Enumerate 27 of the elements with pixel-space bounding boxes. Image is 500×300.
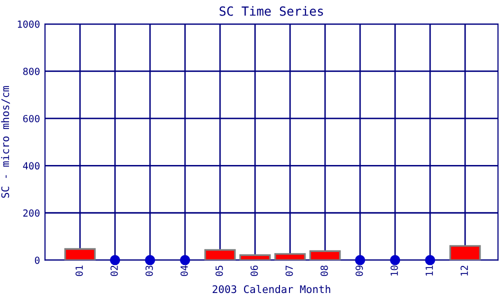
x-tick-label: 02 [110, 266, 118, 276]
x-tick-label: 08 [320, 266, 328, 276]
x-tick-label: 11 [426, 266, 433, 276]
x-tick-label: 12 [460, 266, 468, 276]
bar [449, 245, 481, 260]
x-tick-label: 01 [76, 266, 83, 276]
x-tick-label: 05 [216, 266, 223, 276]
bar [309, 250, 341, 260]
bar [64, 248, 96, 260]
x-tick-label: 09 [356, 266, 363, 276]
x-tick-label: 04 [180, 265, 188, 276]
y-tick-label: 800 [23, 68, 40, 76]
x-tick-label: 06 [250, 266, 258, 276]
y-tick-label: 600 [23, 114, 40, 122]
y-axis-title: SC - micro mhos/cm [1, 86, 10, 198]
bar [239, 254, 271, 260]
x-axis-title: 2003 Calendar Month [212, 285, 330, 294]
y-tick-label: 1000 [18, 20, 40, 28]
y-tick-label: 400 [23, 162, 40, 170]
y-tick-label: 0 [34, 256, 40, 264]
x-tick-label: 03 [146, 266, 153, 276]
bar [204, 249, 236, 260]
x-tick-label: 10 [390, 266, 398, 276]
bar [274, 253, 306, 260]
y-tick-label: 200 [23, 209, 40, 217]
x-tick-label: 07 [286, 266, 293, 276]
chart-title: SC Time Series [220, 6, 323, 16]
